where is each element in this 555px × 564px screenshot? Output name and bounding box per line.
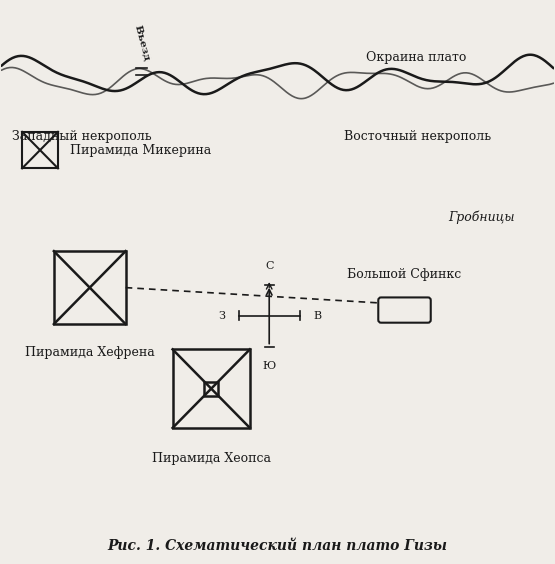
Text: Большой Сфинкс: Большой Сфинкс — [347, 268, 462, 281]
Text: Ю: Ю — [263, 360, 276, 371]
Text: Западный некрополь: Западный некрополь — [12, 130, 152, 143]
Text: С: С — [265, 261, 274, 271]
Text: Гробницы: Гробницы — [448, 211, 515, 224]
Text: Въезд: Въезд — [133, 24, 152, 62]
Text: Восточный некрополь: Восточный некрополь — [344, 130, 491, 143]
Text: З: З — [218, 311, 225, 321]
Text: В: В — [314, 311, 321, 321]
Text: Пирамида Микерина: Пирамида Микерина — [70, 144, 211, 157]
Text: Пирамида Хеопса: Пирамида Хеопса — [152, 452, 271, 465]
Text: Пирамида Хефрена: Пирамида Хефрена — [25, 346, 155, 359]
Text: Рис. 1. Схематический план плато Гизы: Рис. 1. Схематический план плато Гизы — [108, 539, 447, 553]
Text: Окраина плато: Окраина плато — [366, 51, 466, 64]
